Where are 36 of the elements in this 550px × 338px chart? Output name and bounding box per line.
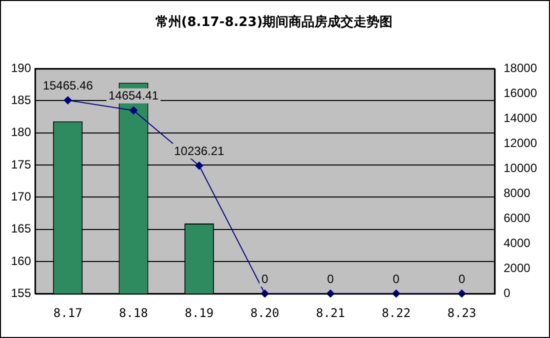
data-label: 15465.46: [42, 78, 94, 93]
y-tick-label: 180: [10, 125, 32, 140]
point: [195, 162, 204, 170]
y2-tick-label: 0: [504, 286, 511, 300]
data-label: 14654.41: [108, 88, 159, 103]
y-tick-label: 185: [10, 93, 32, 108]
y-tick-label: 155: [10, 286, 32, 300]
x-tick-label: 8.17: [53, 306, 82, 320]
data-label: 0: [392, 272, 400, 286]
y-tick-label: 165: [10, 222, 32, 236]
data-label: 10236.21: [174, 144, 225, 158]
y-tick-label: 175: [10, 157, 32, 172]
x-tick-label: 8.21: [316, 306, 345, 320]
x-tick-label: 8.18: [119, 306, 148, 320]
x-tick-label: 8.22: [382, 306, 411, 320]
y2-tick-label: 16000: [504, 86, 538, 100]
y2-tick-label: 8000: [504, 186, 531, 200]
y-tick-label: 190: [10, 60, 32, 75]
y2-tick-label: 6000: [504, 210, 531, 225]
y2-tick-label: 4000: [504, 236, 531, 250]
y2-tick-label: 10000: [504, 160, 538, 175]
chart-title: 常州(8.17-8.23)期间商品房成交走势图: [155, 14, 393, 30]
point: [130, 106, 138, 114]
x-tick-label: 8.23: [447, 306, 476, 320]
y2-tick-label: 12000: [504, 136, 538, 150]
data-label: 0: [458, 272, 466, 286]
y2-tick-label: 2000: [504, 260, 531, 275]
data-label: 0: [327, 272, 334, 286]
y2-tick-label: 18000: [504, 60, 538, 75]
y2-tick-label: 14000: [504, 110, 538, 125]
data-label: 0: [261, 272, 268, 286]
point: [64, 96, 72, 104]
x-tick-label: 8.19: [184, 306, 214, 320]
y-tick-label: 170: [10, 189, 32, 204]
x-tick-label: 8.20: [250, 306, 280, 320]
y-tick-label: 160: [10, 254, 32, 268]
